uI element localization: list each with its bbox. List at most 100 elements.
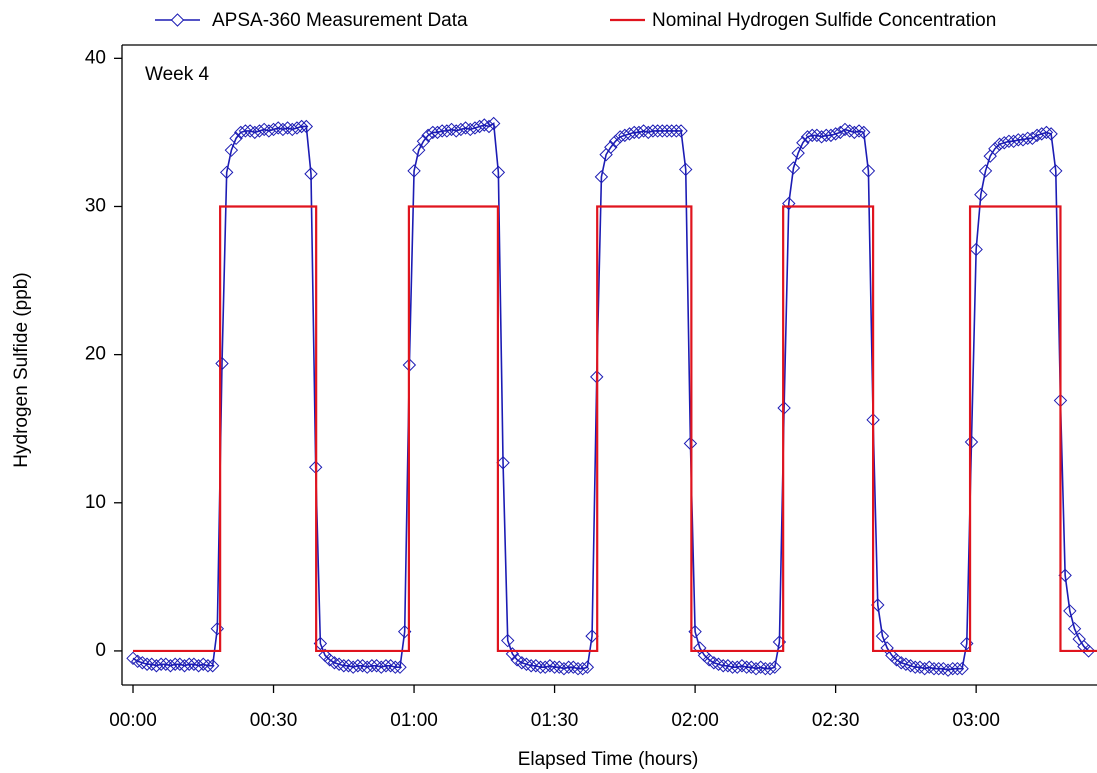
data-point <box>173 657 187 671</box>
data-point <box>655 124 670 138</box>
data-point <box>988 141 1002 156</box>
data-point <box>978 164 993 178</box>
legend-label: APSA-360 Measurement Data <box>212 10 468 31</box>
data-point <box>383 659 398 673</box>
series-line <box>133 205 1097 653</box>
data-point <box>707 656 721 670</box>
data-point <box>861 164 876 178</box>
y-tick-label: 0 <box>95 640 106 661</box>
data-point <box>388 660 403 674</box>
data-point <box>739 660 754 674</box>
data-point <box>547 660 562 674</box>
data-point <box>168 657 182 671</box>
data-point <box>219 165 234 180</box>
data-point <box>538 660 552 674</box>
data-point <box>650 124 665 138</box>
data-point <box>210 621 225 636</box>
data-point <box>955 661 969 676</box>
data-point <box>786 161 801 175</box>
data-point <box>365 659 379 673</box>
data-point <box>679 162 693 177</box>
data-point <box>735 659 749 673</box>
data-point <box>580 660 595 674</box>
legend-marker <box>170 13 185 27</box>
data-point <box>768 660 782 674</box>
data-point <box>908 660 922 674</box>
data-point <box>215 356 229 371</box>
data-point <box>936 661 951 676</box>
data-point <box>187 657 201 671</box>
data-point <box>903 659 918 673</box>
data-point <box>224 143 239 157</box>
data-point <box>458 121 473 135</box>
data-point <box>749 661 763 676</box>
data-point <box>964 435 979 449</box>
data-point <box>294 119 309 134</box>
data-point <box>496 456 510 470</box>
data-point <box>969 242 983 257</box>
data-point <box>927 661 941 676</box>
y-tick-label: 40 <box>85 47 106 68</box>
x-tick-label: 02:00 <box>671 710 719 731</box>
data-point <box>1063 604 1077 618</box>
data-point <box>154 657 168 671</box>
x-tick-label: 03:00 <box>952 710 1000 731</box>
data-point <box>974 187 988 202</box>
data-point <box>946 661 960 676</box>
data-point <box>416 134 431 149</box>
data-point <box>140 657 154 671</box>
data-point <box>543 659 557 673</box>
legend-label: Nominal Hydrogen Sulfide Concentration <box>652 10 996 31</box>
data-point <box>229 131 243 146</box>
data-point <box>130 654 145 669</box>
data-point <box>805 128 819 143</box>
data-point <box>524 659 538 673</box>
data-point <box>393 660 407 674</box>
data-point <box>379 659 393 673</box>
data-point <box>875 629 890 643</box>
data-point <box>266 122 281 137</box>
data-point <box>950 661 965 676</box>
data-point <box>1049 164 1063 178</box>
data-point <box>482 119 496 134</box>
data-point <box>369 659 384 673</box>
data-point <box>730 660 744 674</box>
data-point <box>515 656 529 670</box>
data-point <box>454 122 468 137</box>
data-point <box>810 128 824 143</box>
data-point <box>351 659 365 673</box>
data-point <box>913 660 927 674</box>
x-tick-label: 00:00 <box>109 710 157 731</box>
data-point <box>501 633 515 648</box>
data-point <box>711 657 726 671</box>
data-point <box>604 140 618 154</box>
data-point <box>280 121 295 135</box>
data-point <box>763 661 777 676</box>
data-point <box>191 659 206 673</box>
data-point <box>931 661 946 676</box>
data-point <box>857 125 871 140</box>
data-point <box>205 659 220 673</box>
data-point <box>444 122 459 137</box>
data-point <box>1081 644 1096 658</box>
data-point <box>721 659 735 673</box>
data-point <box>238 124 253 138</box>
data-point <box>566 660 581 674</box>
x-tick-label: 00:30 <box>250 710 298 731</box>
data-point <box>632 125 646 140</box>
data-point <box>796 136 810 150</box>
data-point <box>852 124 866 138</box>
x-tick-label: 02:30 <box>812 710 860 731</box>
data-point <box>716 659 730 673</box>
data-point <box>646 124 660 138</box>
data-point <box>196 657 210 671</box>
data-point <box>1044 127 1058 141</box>
data-point <box>552 660 566 674</box>
data-point <box>529 659 543 673</box>
data-point <box>753 660 768 674</box>
y-tick-label: 20 <box>85 344 106 365</box>
data-point <box>257 122 271 137</box>
data-point <box>327 656 342 670</box>
data-point <box>355 659 370 673</box>
